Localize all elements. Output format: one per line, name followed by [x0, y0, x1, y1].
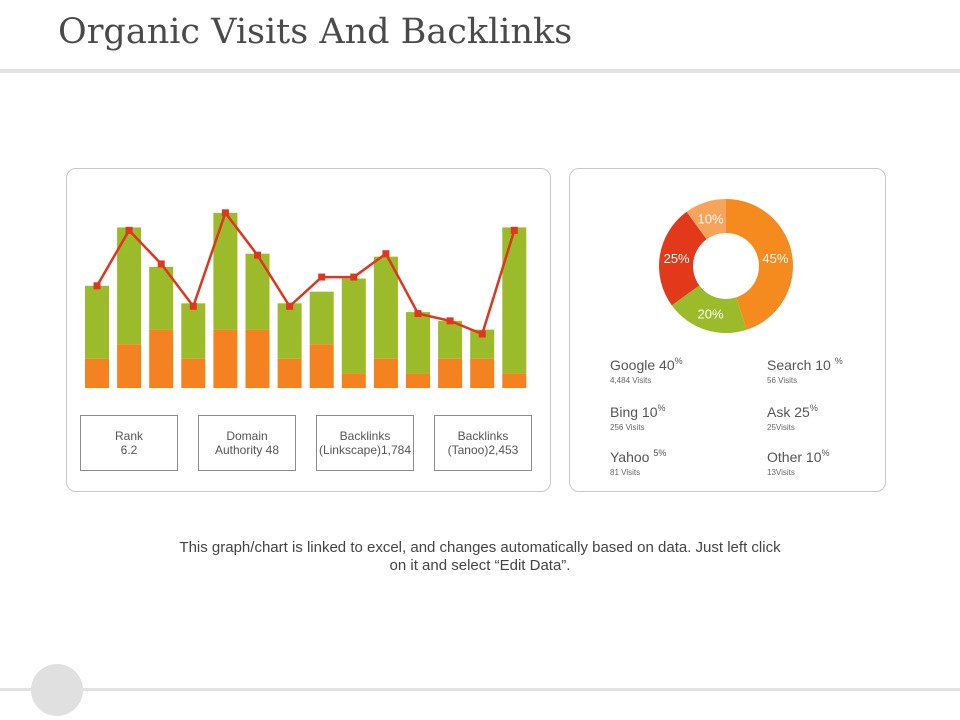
decorative-circle: [31, 664, 83, 716]
legend-percent-sign: 5%: [653, 448, 667, 458]
metric-label: Rank: [114, 429, 143, 443]
bar-segment-orange[interactable]: [181, 358, 206, 388]
legend-visits: 13Visits: [767, 468, 795, 477]
bar-segment-green[interactable]: [117, 227, 142, 345]
legend-item-search: Search 10 % 56 Visits: [767, 356, 907, 385]
legend-visits: 4,484 Visits: [610, 376, 652, 385]
bar-line-chart-panel[interactable]: Rank 6.2 Domain Authority 48 Backlinks (…: [66, 168, 551, 492]
metric-label: Backlinks: [457, 429, 509, 443]
metric-value: 6.2: [120, 443, 138, 457]
legend-visits: 25Visits: [767, 423, 795, 432]
metric-value: (Tanoo)2,453: [447, 443, 519, 457]
bar-segment-orange[interactable]: [438, 358, 463, 388]
bar-segment-orange[interactable]: [309, 344, 334, 388]
bar-segment-orange[interactable]: [373, 358, 398, 388]
bar-segment-green[interactable]: [181, 303, 206, 359]
bar-segment-green[interactable]: [341, 278, 366, 374]
line-point[interactable]: [189, 302, 197, 310]
donut-slice[interactable]: [686, 199, 726, 240]
bar-segment-green[interactable]: [85, 285, 109, 359]
legend-item-other: Other 10% 13Visits: [767, 448, 907, 477]
donut-slice-label: 20%: [698, 307, 724, 322]
donut-slice[interactable]: [671, 285, 747, 333]
line-point[interactable]: [157, 260, 165, 268]
bar-segment-orange[interactable]: [341, 373, 366, 388]
caption-line-1: This graph/chart is linked to excel, and…: [179, 539, 781, 556]
line-point[interactable]: [93, 282, 101, 290]
bar-segment-orange[interactable]: [406, 373, 430, 388]
legend-percent-sign: %: [674, 356, 683, 366]
legend-percent-sign: %: [657, 403, 666, 413]
metric-value: Authority 48: [214, 443, 280, 457]
legend-visits: 81 Visits: [610, 468, 641, 477]
bar-segment-green[interactable]: [245, 253, 270, 330]
line-point[interactable]: [510, 226, 518, 234]
bar-segment-orange[interactable]: [470, 358, 495, 388]
legend-item-yahoo: Yahoo 5% 81 Visits: [610, 448, 750, 477]
bar-segment-green[interactable]: [213, 212, 238, 330]
bar-segment-green[interactable]: [373, 256, 398, 359]
bar-segment-orange[interactable]: [85, 358, 109, 388]
bar-segment-orange[interactable]: [502, 373, 527, 388]
caption-line-2: on it and select “Edit Data”.: [389, 557, 571, 574]
legend-percent-sign: %: [834, 356, 843, 366]
bar-segment-green[interactable]: [277, 303, 302, 359]
line-point[interactable]: [478, 330, 486, 338]
bar-segment-orange[interactable]: [277, 358, 302, 388]
line-point[interactable]: [221, 209, 229, 217]
metric-label: Backlinks: [339, 429, 391, 443]
metric-value: (Linkscape)1,784: [318, 443, 412, 457]
legend-percent-sign: %: [821, 448, 830, 458]
bar-segment-orange[interactable]: [149, 329, 174, 388]
donut-slice-label: 25%: [664, 251, 690, 266]
bar-segment-green[interactable]: [502, 227, 527, 374]
legend-visits: 256 Visits: [610, 423, 645, 432]
line-point[interactable]: [125, 226, 133, 234]
bar-line-chart[interactable]: [67, 169, 552, 409]
footer-divider: [0, 688, 960, 691]
page-title: Organic Visits And Backlinks: [58, 12, 573, 52]
bar-segment-green[interactable]: [149, 266, 174, 330]
line-point[interactable]: [446, 317, 454, 325]
line-point[interactable]: [318, 273, 326, 281]
legend-item-google: Google 40% 4,484 Visits: [610, 356, 750, 385]
line-point[interactable]: [414, 310, 422, 318]
title-divider: [0, 69, 960, 73]
legend-label: Google 40: [610, 357, 675, 373]
line-point[interactable]: [254, 251, 261, 259]
bar-segment-orange[interactable]: [213, 329, 238, 388]
legend-item-ask: Ask 25% 25Visits: [767, 403, 907, 432]
trend-line[interactable]: [95, 211, 516, 336]
caption: This graph/chart is linked to excel, and…: [120, 539, 840, 575]
legend-label: Other 10: [767, 449, 822, 465]
line-point[interactable]: [350, 273, 358, 281]
legend-label: Yahoo: [610, 449, 654, 465]
metric-box-backlinks-tanoo[interactable]: Backlinks (Tanoo)2,453: [434, 415, 532, 471]
donut-slice-label: 45%: [762, 251, 788, 266]
bar-segment-green[interactable]: [406, 312, 430, 374]
legend-label: Ask 25: [767, 404, 810, 420]
legend-percent-sign: %: [809, 403, 818, 413]
donut-slice[interactable]: [659, 211, 707, 306]
legend-visits: 56 Visits: [767, 376, 798, 385]
bar-segment-green[interactable]: [438, 320, 463, 359]
metric-box-rank[interactable]: Rank 6.2: [80, 415, 178, 471]
donut-slice-label: 10%: [698, 211, 724, 226]
bar-segment-orange[interactable]: [245, 329, 270, 388]
line-point[interactable]: [382, 250, 390, 258]
legend-item-bing: Bing 10% 256 Visits: [610, 403, 750, 432]
metric-box-backlinks-linkscape[interactable]: Backlinks (Linkscape)1,784: [316, 415, 414, 471]
legend-label: Bing 10: [610, 404, 658, 420]
line-point[interactable]: [286, 302, 294, 310]
donut-slice[interactable]: [726, 199, 793, 330]
donut-chart-panel[interactable]: 45% 20% 25% 10% Google 40% 4,484 Visits Sea…: [569, 168, 886, 492]
legend-label: Search 10: [767, 357, 835, 373]
metric-box-domain-authority[interactable]: Domain Authority 48: [198, 415, 296, 471]
bar-segment-orange[interactable]: [117, 344, 142, 388]
donut-chart[interactable]: 45% 20% 25% 10%: [570, 169, 887, 349]
bar-segment-green[interactable]: [309, 291, 334, 345]
metric-label: Domain: [226, 429, 268, 443]
